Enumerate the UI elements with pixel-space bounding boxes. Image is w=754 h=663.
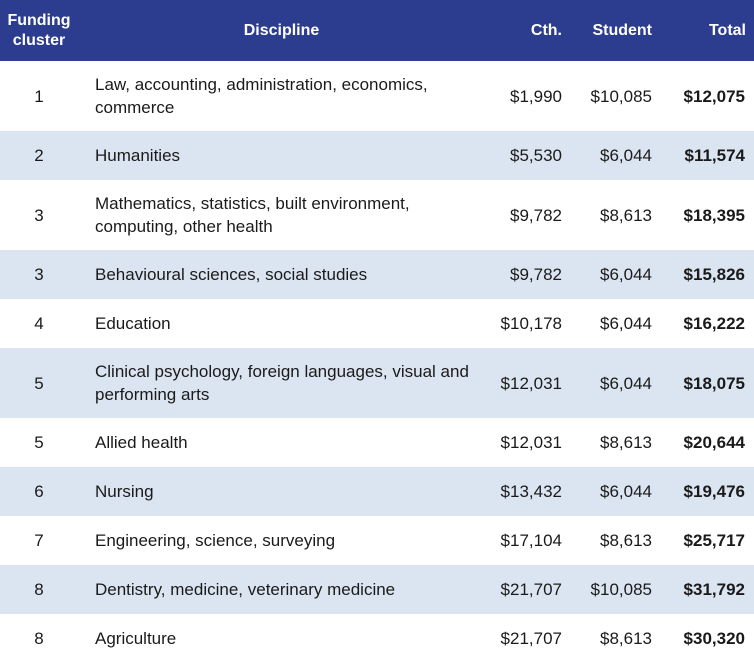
cell-cluster: 5 (34, 433, 44, 452)
cell-discipline: Clinical psychology, foreign languages, … (95, 362, 469, 404)
cell-cth: $21,707 (500, 580, 562, 599)
cell-total: $16,222 (683, 314, 745, 333)
table-row: 2 Humanities $5,530 $6,044 $11,574 (0, 131, 754, 180)
cell-cluster: 7 (34, 531, 44, 550)
header-total: Total (708, 21, 746, 39)
cell-cth: $1,990 (510, 86, 562, 106)
cell-total: $11,574 (684, 146, 745, 165)
table-row: 4 Education $10,178 $6,044 $16,222 (0, 299, 754, 348)
cell-cluster: 8 (34, 580, 44, 599)
cell-cluster: 4 (34, 314, 44, 333)
cell-discipline: Humanities (95, 146, 181, 165)
cell-total: $19,476 (683, 482, 745, 501)
cell-student: $10,085 (590, 580, 652, 599)
header-student: Student (592, 21, 652, 39)
cell-cluster: 2 (34, 146, 44, 165)
cell-student: $6,044 (600, 314, 652, 333)
table-header: Funding cluster Discipline Cth. Student … (0, 0, 754, 61)
cell-total: $20,644 (683, 433, 745, 452)
cell-student: $8,613 (600, 629, 652, 648)
cell-discipline: Mathematics, statistics, built environme… (95, 194, 410, 236)
cell-total: $15,826 (683, 265, 745, 284)
cell-total: $12,075 (683, 86, 745, 106)
cell-cluster: 6 (34, 482, 44, 501)
cell-student: $8,613 (600, 205, 652, 225)
cell-cth: $17,104 (500, 531, 562, 550)
cell-cth: $13,432 (500, 482, 562, 501)
cell-total: $18,075 (683, 373, 745, 393)
header-cth: Cth. (530, 21, 562, 39)
cell-discipline: Education (95, 314, 171, 333)
table-row: 6 Nursing $13,432 $6,044 $19,476 (0, 467, 754, 516)
table-row: 1 Law, accounting, administration, econo… (0, 61, 754, 131)
table-row: 3 Mathematics, statistics, built environ… (0, 180, 754, 250)
cell-student: $8,613 (600, 433, 652, 452)
cell-discipline: Engineering, science, surveying (95, 531, 336, 550)
header-funding-cluster: Funding cluster (7, 11, 71, 49)
cell-student: $10,085 (590, 86, 652, 106)
table-row: 5 Clinical psychology, foreign languages… (0, 348, 754, 418)
cell-student: $6,044 (600, 373, 652, 393)
cell-cth: $12,031 (500, 433, 562, 452)
cell-student: $6,044 (600, 482, 652, 501)
table-row: 7 Engineering, science, surveying $17,10… (0, 516, 754, 565)
cell-student: $6,044 (600, 146, 652, 165)
cell-cth: $9,782 (510, 205, 562, 225)
cell-cluster: 3 (34, 265, 44, 284)
cell-cluster: 3 (34, 205, 44, 225)
cell-discipline: Nursing (95, 482, 154, 501)
cell-total: $18,395 (683, 205, 745, 225)
cell-discipline: Law, accounting, administration, economi… (95, 75, 428, 117)
cell-cth: $10,178 (500, 314, 562, 333)
cell-student: $6,044 (600, 265, 652, 284)
cell-cth: $21,707 (500, 629, 562, 648)
table-row: 3 Behavioural sciences, social studies $… (0, 250, 754, 299)
cell-total: $25,717 (683, 531, 745, 550)
cell-cth: $5,530 (510, 146, 562, 165)
cell-discipline: Behavioural sciences, social studies (95, 265, 368, 284)
header-discipline: Discipline (243, 21, 320, 39)
cell-total: $31,792 (683, 580, 745, 599)
cell-discipline: Allied health (95, 433, 188, 452)
cell-cluster: 1 (34, 86, 44, 106)
table-row: 5 Allied health $12,031 $8,613 $20,644 (0, 418, 754, 467)
cell-discipline: Agriculture (95, 629, 177, 648)
cell-cth: $9,782 (510, 265, 562, 284)
table-row: 8 Dentistry, medicine, veterinary medici… (0, 565, 754, 614)
table-row: 8 Agriculture $21,707 $8,613 $30,320 (0, 614, 754, 663)
header-row: Funding cluster Discipline Cth. Student … (0, 0, 754, 61)
cell-cluster: 8 (34, 629, 44, 648)
cell-student: $8,613 (600, 531, 652, 550)
cell-cth: $12,031 (500, 373, 562, 393)
cell-discipline: Dentistry, medicine, veterinary medicine (95, 580, 396, 599)
table-body: 1 Law, accounting, administration, econo… (0, 61, 754, 663)
cell-total: $30,320 (683, 629, 745, 648)
cell-cluster: 5 (34, 373, 44, 393)
